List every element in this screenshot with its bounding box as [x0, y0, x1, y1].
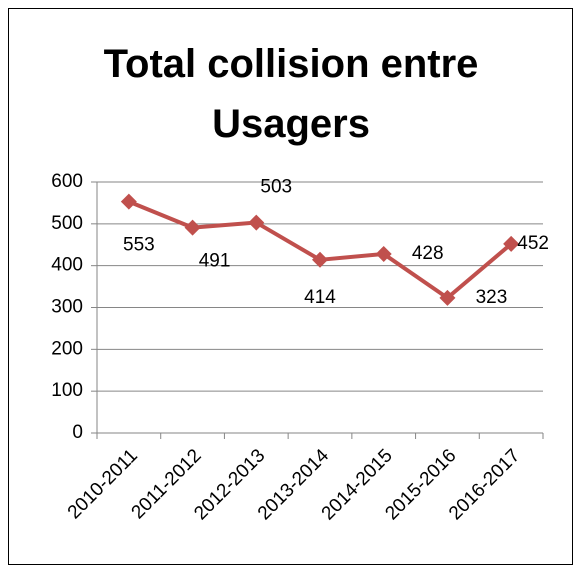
data-label: 491 [199, 251, 231, 272]
y-tick-label: 600 [51, 171, 83, 192]
data-label: 553 [123, 235, 155, 256]
marker [312, 251, 328, 268]
marker [503, 235, 520, 252]
marker [375, 245, 392, 262]
marker [120, 193, 137, 210]
y-tick-label: 0 [72, 422, 83, 443]
line [128, 199, 513, 300]
data-label: 323 [476, 287, 508, 308]
marker [184, 219, 201, 236]
y-tick-label: 100 [51, 380, 83, 401]
y-tick-label: 400 [51, 255, 83, 276]
y-tick-label: 300 [51, 297, 83, 318]
marker [439, 289, 456, 306]
data-label: 414 [304, 287, 336, 308]
y-tick-label: 500 [51, 213, 83, 234]
data-label: 503 [260, 177, 292, 198]
data-label: 428 [412, 243, 444, 264]
y-tick-label: 200 [51, 338, 83, 359]
chart-border [8, 8, 573, 565]
marker [248, 214, 265, 231]
data-label: 452 [517, 233, 549, 254]
chart-title: Total collision entre Usagers [103, 42, 479, 146]
